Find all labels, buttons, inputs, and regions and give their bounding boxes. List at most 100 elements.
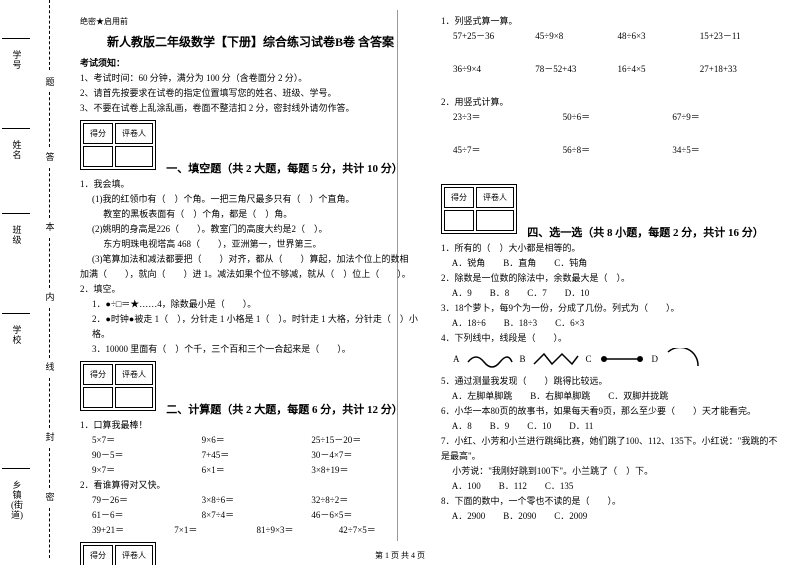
left-column: 绝密★启用前 新人教版二年级数学【下册】综合练习试卷B卷 含答案 考试须知： 1… [70, 8, 431, 557]
score-cell: 评卷人 [115, 364, 153, 385]
q6: 2．用竖式计算。 [441, 95, 782, 110]
calc-item: 61－6＝ [92, 508, 202, 523]
paper-title: 新人教版二年级数学【下册】综合练习试卷B卷 含答案 [80, 35, 421, 50]
calc-item: 78－52+43 [535, 62, 617, 77]
opt-a-label: A [453, 352, 460, 367]
mc8-options: A．2900 B．2090 C．2009 [441, 509, 782, 524]
calc-item: 50÷6＝ [563, 110, 673, 125]
notice-heading: 考试须知： [80, 56, 421, 71]
segment-icon [598, 350, 646, 368]
mc3: 3．18个萝卜，每9个为一份，分成了几份。列式为（ ）。 [441, 301, 782, 316]
mc1: 1．所有的（ ）大小都是相等的。 [441, 241, 782, 256]
section-1-heading: 一、填空题（共 2 大题，每题 5 分，共计 10 分） [166, 162, 403, 177]
calc-item: 16÷4×5 [618, 62, 700, 77]
notice-line: 3、不要在试卷上乱涂乱画，卷面不整洁扣 2 分，密封线外请勿作答。 [80, 101, 421, 116]
side-label-class: 班级 [10, 225, 24, 245]
margin-char: 题 [43, 77, 57, 87]
calc-item: 23÷3＝ [453, 110, 563, 125]
calc-item: 56÷8＝ [563, 143, 673, 158]
calc-item: 42÷7×5＝ [339, 523, 421, 538]
margin-char: 封 [43, 432, 57, 442]
opt-c-label: C [586, 352, 592, 367]
margin-char: 密 [43, 492, 57, 502]
score-cell: 评卷人 [115, 123, 153, 144]
margin-char: 线 [43, 362, 57, 372]
margin-char: 答 [43, 152, 57, 162]
calc-item: 7×1＝ [174, 523, 256, 538]
mc7-options: A．100 B．112 C．135 [441, 479, 782, 494]
q3: 1．口算我最棒！ [80, 418, 421, 433]
calc-item: 8×7÷4＝ [202, 508, 312, 523]
q1-line: 东方明珠电视塔高 468（ ），亚洲第一，世界第三。 [80, 237, 421, 252]
opt-b-label: B [520, 352, 526, 367]
notice-line: 1、考试时间：60 分钟，满分为 100 分（含卷面分 2 分）。 [80, 71, 421, 86]
calc-item: 6×1＝ [202, 463, 312, 478]
mc5: 5．通过测量我发现（ ）跳得比较远。 [441, 374, 782, 389]
binding-margin: 题 答 本 内 线 封 密 [40, 0, 60, 565]
calc-item: 3×8+19＝ [311, 463, 421, 478]
mc5-options: A．左脚单脚跳 B．右脚单脚跳 C．双脚并拢跳 [441, 389, 782, 404]
q2-line: 3．10000 里面有（ ）个千，三个百和三个一合起来是（ ）。 [80, 342, 421, 357]
q1-line: 加满（ ），就向（ ）进 1。减法如果个位不够减，就从（ ）位上（ ）。 [80, 267, 421, 282]
mc4: 4．下列线中，线段是（ ）。 [441, 331, 782, 346]
q1: 1．我会填。 [80, 177, 421, 192]
opt-d-label: D [652, 352, 659, 367]
q1-line: (1)我的红领巾有（ ）个角。一把三角尺最多只有（ ）个直角。 [80, 192, 421, 207]
q2-line: 2．●时钟●被走 1（ ），分针走 1 小格是 1（ ）。时针走 1 大格，分针… [80, 312, 421, 342]
mc2-options: A．9 B．8 C．7 D．10 [441, 286, 782, 301]
mc7: 7．小红、小芳和小兰进行跳绳比赛，她们跳了100、112、135下。小红说："我… [441, 434, 782, 464]
calc-item: 5×7＝ [92, 433, 202, 448]
notice-line: 2、请首先按要求在试卷的指定位置填写您的姓名、班级、学号。 [80, 86, 421, 101]
page-footer: 第 1 页 共 4 页 [0, 550, 800, 561]
mc4-shapes: A B C D [441, 348, 782, 370]
score-box: 得分 评卷人 [80, 120, 156, 170]
section-4-heading: 四、选一选（共 8 小题，每题 2 分，共计 16 分） [527, 226, 764, 241]
calc-item: 45÷7＝ [453, 143, 563, 158]
calc-item: 9×7＝ [92, 463, 202, 478]
mc2: 2．除数是一位数的除法中，余数最大是（ ）。 [441, 271, 782, 286]
right-column: 1．列竖式算一算。 57+25－3645÷9×848÷6×315+23－11 3… [431, 8, 792, 557]
margin-char: 本 [43, 222, 57, 232]
calc-item: 90－5＝ [92, 448, 202, 463]
q5: 1．列竖式算一算。 [441, 14, 782, 29]
mc3-options: A．18÷6 B．18÷3 C．6×3 [441, 316, 782, 331]
calc-item: 45÷9×8 [535, 29, 617, 44]
side-label-id: 学号 [10, 50, 24, 70]
calc-item: 9×6＝ [202, 433, 312, 448]
calc-item: 48÷6×3 [618, 29, 700, 44]
q1-line: 教室的黑板表面有（ ）个角，都是（ ）角。 [80, 207, 421, 222]
calc-item: 27+18+33 [700, 62, 782, 77]
calc-item: 81÷9×3＝ [257, 523, 339, 538]
margin-char: 内 [43, 292, 57, 302]
score-cell: 得分 [444, 187, 474, 208]
calc-item: 67÷9＝ [672, 110, 782, 125]
calc-item: 57+25－36 [453, 29, 535, 44]
side-label-name: 姓名 [10, 140, 24, 160]
calc-item: 34÷5＝ [672, 143, 782, 158]
calc-item: 32÷8÷2＝ [311, 493, 421, 508]
mc6-options: A．8 B．9 C．10 D．11 [441, 419, 782, 434]
score-box: 得分 评卷人 [80, 361, 156, 411]
wave-icon [466, 350, 514, 368]
calc-item: 30－4×7＝ [311, 448, 421, 463]
score-cell: 评卷人 [476, 187, 514, 208]
q2: 2．填空。 [80, 282, 421, 297]
side-label-school: 学校 [10, 325, 24, 345]
calc-item: 7+45＝ [202, 448, 312, 463]
q1-line: (3)笔算加法和减法都要把（ ）对齐，都从（ ）算起，加法个位上的数相 [80, 252, 421, 267]
mc7b: 小芳说："我刚好跳到100下"。小兰跳了（ ）下。 [441, 464, 782, 479]
calc-item: 36÷9×4 [453, 62, 535, 77]
score-cell: 得分 [83, 123, 113, 144]
section-2-heading: 二、计算题（共 2 大题，每题 6 分，共计 12 分） [166, 403, 403, 418]
q2-line: 1．●÷□＝★……4，除数最小是（ ）。 [80, 297, 421, 312]
side-label-town: 乡镇(街道) [10, 480, 24, 520]
calc-item: 46－6×5＝ [311, 508, 421, 523]
calc-item: 15+23－11 [700, 29, 782, 44]
secret-label: 绝密★启用前 [80, 17, 128, 26]
score-cell: 得分 [83, 364, 113, 385]
score-box: 得分 评卷人 [441, 184, 517, 234]
calc-item: 79－26＝ [92, 493, 202, 508]
calc-item: 39+21＝ [92, 523, 174, 538]
mc1-options: A．锐角 B．直角 C．钝角 [441, 256, 782, 271]
zigzag-icon [532, 350, 580, 368]
